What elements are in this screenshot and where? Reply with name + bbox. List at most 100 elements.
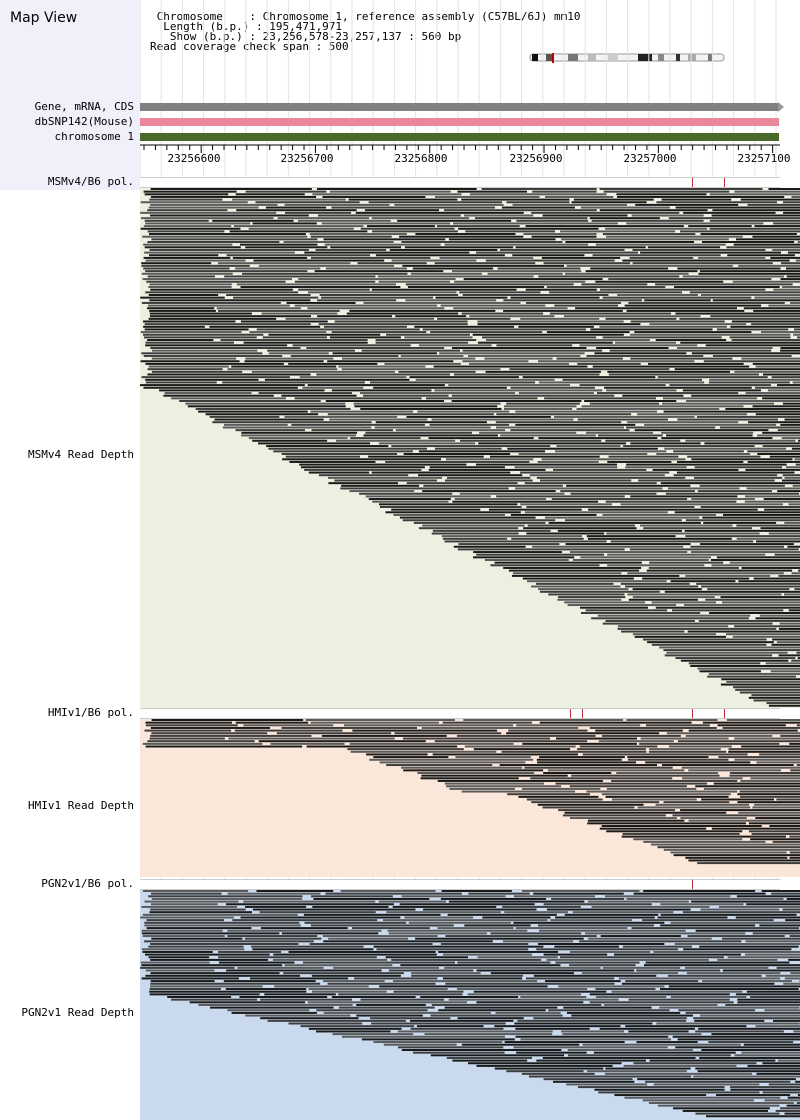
read-bar: [150, 347, 301, 349]
gene-track-bar[interactable]: [140, 103, 779, 111]
read-bar: [457, 1017, 524, 1020]
read-bar: [513, 921, 665, 924]
read-bar: [226, 294, 311, 296]
read-bar: [594, 1088, 725, 1091]
read-bar: [298, 288, 370, 291]
read-bar: [571, 1014, 693, 1017]
read-bar: [218, 309, 340, 312]
chromosome-track-bar[interactable]: [140, 133, 779, 141]
read-bar: [415, 937, 584, 940]
read-bar: [306, 347, 445, 349]
read-bar: [640, 737, 729, 740]
read-bar: [591, 905, 710, 908]
read-bar: [151, 370, 243, 373]
read-bar: [768, 704, 800, 707]
read-bar: [682, 911, 800, 914]
read-bar: [315, 1030, 391, 1033]
read-bar: [504, 405, 577, 408]
read-bar: [789, 851, 800, 854]
read-bar: [698, 272, 800, 275]
read-bar: [697, 490, 772, 493]
read-bar: [452, 1059, 528, 1062]
read-depth-panel-msmv4[interactable]: [140, 188, 800, 708]
read-bar: [587, 819, 685, 822]
read-bar: [412, 267, 494, 270]
read-bar: [627, 593, 782, 596]
read-bar: [144, 328, 249, 331]
read-bar: [531, 801, 660, 804]
read-bar: [144, 924, 301, 927]
read-bar: [377, 275, 534, 278]
read-bar: [432, 753, 579, 756]
read-bar: [601, 793, 731, 796]
read-depth-panel-pgn2v1[interactable]: [140, 890, 800, 1120]
read-bar: [314, 270, 444, 273]
track-label-chromosome: chromosome 1: [54, 130, 134, 143]
read-bar: [625, 980, 699, 983]
read-bar: [462, 294, 609, 296]
read-bar: [422, 524, 525, 527]
read-bar: [779, 622, 800, 625]
read-bar: [436, 225, 520, 228]
read-bar: [150, 203, 278, 206]
read-bar: [369, 758, 534, 761]
read-bar: [581, 405, 744, 408]
read-bar: [401, 1049, 562, 1051]
read-bar: [590, 328, 713, 331]
pol-track-hmiv1[interactable]: [140, 708, 780, 719]
read-bar: [511, 574, 680, 577]
read-bar: [754, 296, 800, 299]
read-bar: [368, 201, 503, 204]
read-bar: [768, 188, 800, 190]
read-bar: [243, 900, 376, 903]
read-bar: [393, 513, 505, 516]
snp-marker[interactable]: [724, 709, 725, 718]
read-bar: [710, 559, 800, 561]
snp-marker[interactable]: [724, 178, 725, 187]
chromosome-ideogram[interactable]: [528, 52, 728, 64]
read-bar: [560, 490, 695, 493]
read-bar: [752, 362, 800, 365]
pol-track-msmv4[interactable]: [140, 177, 780, 188]
snp-marker[interactable]: [692, 709, 693, 718]
dbsnp-track-bar[interactable]: [140, 118, 779, 126]
read-bar: [705, 344, 800, 347]
read-bar: [189, 1001, 306, 1004]
snp-marker[interactable]: [582, 709, 583, 718]
read-bar: [580, 556, 711, 559]
read-bar: [360, 998, 445, 1001]
read-bar: [523, 233, 597, 236]
read-bar: [643, 964, 800, 967]
read-bar: [599, 827, 707, 830]
read-bar: [798, 439, 800, 442]
read-bar: [730, 325, 800, 328]
read-bar: [606, 235, 743, 238]
read-depth-panel-hmiv1[interactable]: [140, 719, 800, 877]
read-bar: [373, 1041, 503, 1044]
pol-track-pgn2v1[interactable]: [140, 879, 780, 890]
read-bar: [298, 278, 456, 281]
read-bar: [767, 389, 800, 392]
read-bar: [711, 1033, 800, 1036]
read-bar: [149, 993, 260, 996]
read-bar: [760, 527, 800, 530]
read-bar: [614, 1094, 707, 1097]
read-bar: [430, 1014, 563, 1017]
read-bar: [736, 895, 800, 898]
read-bar: [145, 291, 299, 294]
read-bar: [592, 254, 721, 257]
read-bar: [707, 675, 797, 678]
snp-marker[interactable]: [692, 880, 693, 889]
snp-marker[interactable]: [570, 709, 571, 718]
read-bar: [526, 532, 605, 535]
read-bar: [439, 352, 585, 355]
read-bar: [793, 1030, 800, 1033]
read-bar: [573, 198, 654, 201]
read-bar: [626, 309, 745, 312]
read-bar: [392, 905, 497, 908]
snp-marker[interactable]: [692, 178, 693, 187]
read-bar: [227, 892, 321, 895]
read-bar: [259, 911, 376, 914]
read-bar: [687, 455, 761, 458]
read-bar: [790, 972, 800, 975]
